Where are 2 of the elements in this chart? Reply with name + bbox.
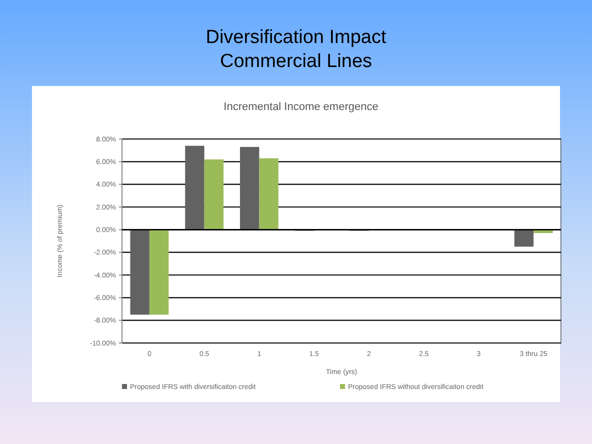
chart-subtitle: Incremental Income emergence (224, 101, 378, 113)
chart-title: Diversification Impact Commercial Lines (206, 27, 387, 72)
